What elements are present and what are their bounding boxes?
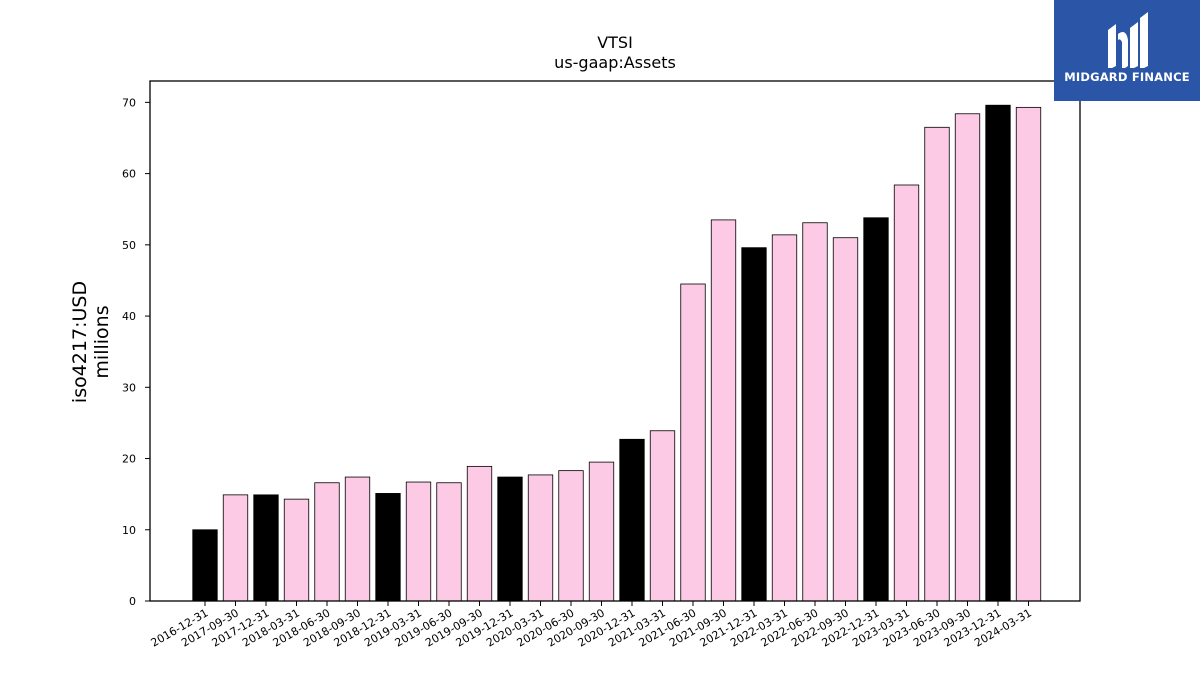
bar-2020-06-30	[558, 470, 584, 602]
bar-2019-03-31	[405, 481, 432, 602]
y-axis-label: iso4217:USD	[69, 281, 91, 403]
bar-2017-09-30	[222, 494, 249, 602]
bar-2016-12-31	[192, 529, 218, 602]
bar-2020-03-31	[527, 474, 554, 602]
bar-2018-09-30	[344, 476, 371, 602]
brand-logo: MIDGARD FINANCE	[1054, 0, 1200, 101]
bar-2019-09-30	[466, 465, 493, 602]
y-tick-label: 10	[122, 524, 136, 537]
chart-subtitle: us-gaap:Assets	[554, 53, 676, 72]
bar-2019-12-31	[497, 476, 523, 602]
chart-title: VTSI	[597, 33, 633, 52]
y-tick-label: 40	[122, 310, 136, 323]
y-tick-label: 30	[122, 381, 136, 394]
bar-2022-03-31	[771, 234, 798, 602]
bar-2018-12-31	[375, 493, 401, 602]
bar-2023-03-31	[893, 184, 920, 602]
midgard-logo-icon	[1108, 12, 1148, 68]
bar-2021-06-30	[680, 283, 706, 602]
plot-frame	[149, 80, 1081, 602]
bar-2019-06-30	[436, 482, 462, 602]
bar-2020-12-31	[619, 438, 645, 602]
y-tick-label: 0	[129, 595, 136, 608]
bar-2021-09-30	[710, 219, 737, 602]
bar-2018-06-30	[314, 482, 340, 602]
y-tick-label: 50	[122, 239, 136, 252]
bar-2022-09-30	[832, 237, 859, 602]
logo-text: MIDGARD FINANCE	[1064, 70, 1190, 84]
bar-2020-09-30	[588, 461, 615, 602]
bar-2017-12-31	[253, 494, 279, 602]
bar-2023-06-30	[924, 126, 950, 602]
bar-2022-06-30	[802, 222, 828, 602]
bar-2023-12-31	[985, 104, 1011, 602]
bar-2018-03-31	[283, 498, 310, 602]
bar-2021-03-31	[649, 430, 676, 602]
y-tick-label: 20	[122, 453, 136, 466]
y-axis-label-units: millions	[91, 305, 113, 378]
bar-2024-03-31	[1015, 106, 1042, 602]
bar-2021-12-31	[741, 247, 767, 602]
bar-2022-12-31	[863, 217, 889, 602]
bar-2023-09-30	[954, 113, 981, 602]
y-tick-label: 60	[122, 168, 136, 181]
y-tick-label: 70	[122, 96, 136, 109]
